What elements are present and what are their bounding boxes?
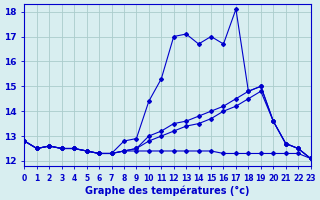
X-axis label: Graphe des températures (°c): Graphe des températures (°c) (85, 185, 250, 196)
